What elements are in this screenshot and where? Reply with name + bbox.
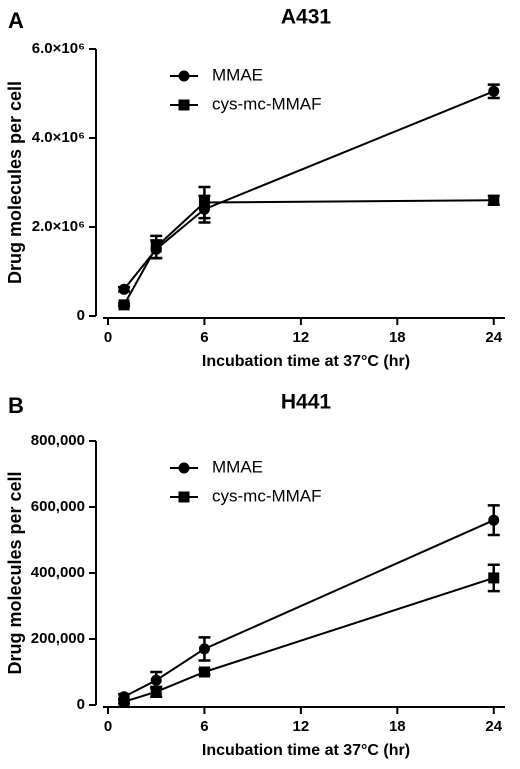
panel-label: B (8, 393, 24, 418)
x-axis-title: Incubation time at 37°C (hr) (202, 742, 410, 759)
marker (488, 194, 500, 206)
y-axis-title: Drug molecules per cell (5, 81, 25, 284)
marker (178, 99, 190, 111)
marker (150, 686, 162, 698)
marker (488, 514, 500, 526)
legend-label: MMAE (212, 457, 263, 476)
x-tick-label: 12 (293, 329, 310, 346)
y-tick-label: 200,000 (31, 630, 85, 647)
marker (178, 491, 190, 503)
legend-label: cys-mc-MMAF (212, 486, 322, 505)
series-line (123, 199, 494, 306)
marker (150, 674, 162, 686)
y-tick-label: 800,000 (31, 432, 85, 449)
series-line (123, 90, 495, 290)
panel-label: A (8, 8, 24, 33)
y-axis-title: Drug molecules per cell (5, 471, 25, 674)
marker (488, 572, 500, 584)
marker (198, 197, 210, 209)
y-tick-label: 0 (77, 307, 85, 324)
marker (198, 666, 210, 678)
marker (118, 696, 130, 708)
y-tick-label: 2.0×10⁶ (32, 218, 85, 235)
x-tick-label: 6 (200, 718, 208, 735)
marker (198, 643, 210, 655)
series-line (123, 576, 495, 703)
x-tick-label: 0 (104, 718, 112, 735)
x-tick-label: 24 (485, 718, 502, 735)
legend-label: cys-mc-MMAF (212, 94, 322, 113)
legend-label: MMAE (212, 65, 263, 84)
series-line (123, 519, 495, 698)
chart-title: A431 (281, 6, 332, 29)
x-axis-title: Incubation time at 37°C (hr) (202, 353, 410, 370)
x-tick-label: 24 (485, 329, 502, 346)
chart-title: H441 (281, 391, 332, 414)
marker (488, 85, 500, 97)
x-tick-label: 18 (389, 718, 406, 735)
y-tick-label: 0 (77, 696, 85, 713)
y-tick-label: 400,000 (31, 564, 85, 581)
x-tick-label: 18 (389, 329, 406, 346)
x-tick-label: 0 (104, 329, 112, 346)
marker (178, 70, 190, 82)
y-tick-label: 4.0×10⁶ (32, 129, 85, 146)
marker (178, 462, 190, 474)
x-tick-label: 6 (200, 329, 208, 346)
marker (150, 241, 162, 253)
y-tick-label: 600,000 (31, 498, 85, 515)
marker (118, 283, 130, 295)
y-tick-label: 6.0×10⁶ (32, 40, 85, 57)
x-tick-label: 12 (293, 718, 310, 735)
marker (118, 299, 130, 311)
